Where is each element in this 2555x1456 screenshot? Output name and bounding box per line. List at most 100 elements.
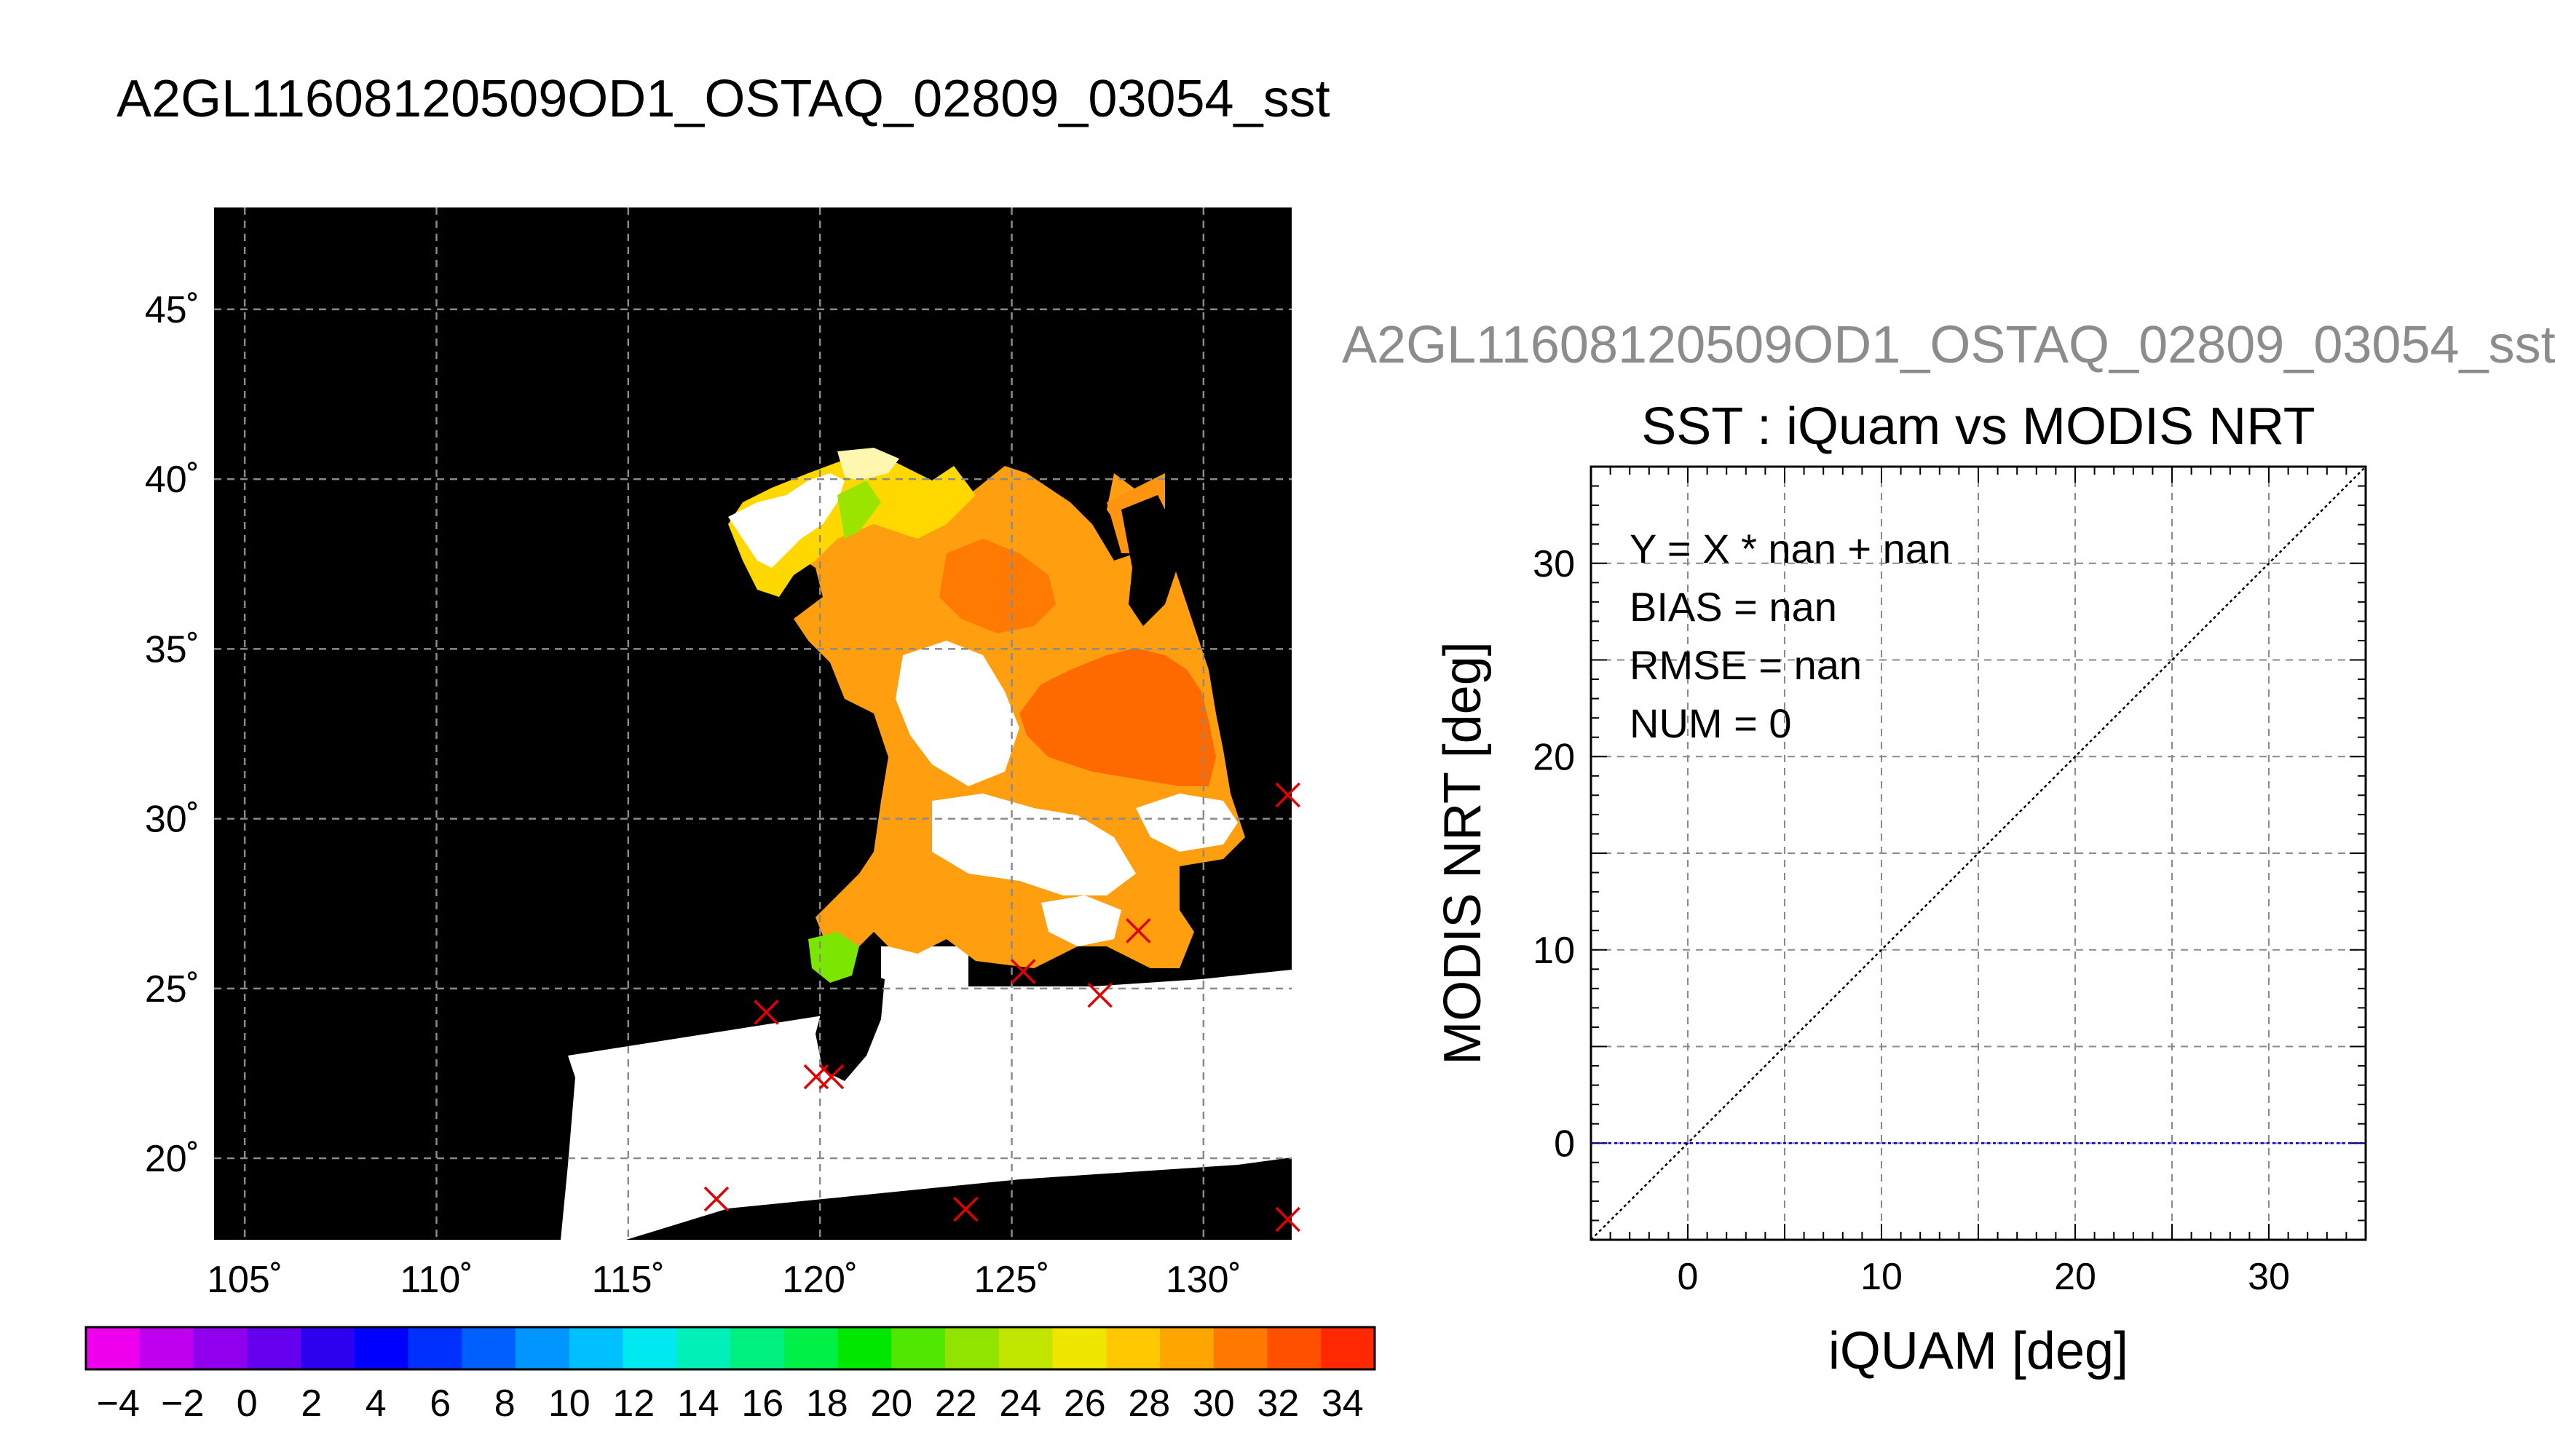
map-panel: 105˚ 110˚ 115˚ 120˚ 125˚ 130˚ 20˚ 25˚ 30˚ 35˚ 40˚ 4… [145, 207, 1300, 1301]
buoy-marker [1087, 982, 1113, 1008]
lat-tick-label: 40˚ [145, 459, 200, 501]
buoy-marker [1126, 918, 1151, 943]
colorbar-tick-label: 26 [1064, 1382, 1106, 1425]
lat-tick-label: 25˚ [145, 968, 200, 1010]
scatter-panel: SST : iQuam vs MODIS NRT 0 10 20 300102030 … [1434, 397, 2367, 1380]
identity-line [1590, 466, 2366, 1241]
colorbar-tick-label: 28 [1128, 1382, 1170, 1425]
lon-tick-label: 130˚ [1166, 1259, 1241, 1301]
scatter-grid [1591, 467, 2366, 1240]
stats-rmse: RMSE = nan [1630, 642, 1862, 688]
colorbar-cell [462, 1327, 516, 1369]
colorbar-cell [623, 1327, 677, 1369]
x-tick-label: 30 [2248, 1256, 2290, 1298]
lon-tick-label: 105˚ [207, 1259, 283, 1301]
land-korea [1121, 495, 1180, 626]
colorbar-cell [301, 1327, 355, 1369]
lon-tick-label: 115˚ [592, 1259, 665, 1301]
sst-region-warm-2 [939, 539, 1056, 633]
colorbar-tick-label: 24 [999, 1382, 1041, 1425]
lon-tick-label: 110˚ [400, 1259, 473, 1301]
sst-region-bohai-cap [837, 448, 899, 480]
colorbar-tick-label: 6 [430, 1382, 451, 1425]
sst-region-green-strip [837, 480, 881, 539]
colorbar-cell [193, 1327, 248, 1369]
x-axis-label: iQUAM [deg] [1828, 1322, 2128, 1380]
colorbar-cells [86, 1327, 1375, 1369]
sst-region-bohai-white [728, 473, 845, 568]
colorbar-cell [1106, 1327, 1161, 1369]
colorbar-cell [891, 1327, 946, 1369]
colorbar-tick-label: 18 [806, 1382, 848, 1425]
x-tick-label: 0 [1678, 1256, 1699, 1298]
sst-green-coast [808, 932, 859, 983]
swath-cloud-area [561, 946, 1292, 1240]
colorbar-tick-label: 0 [237, 1382, 258, 1425]
buoy-marker [1011, 959, 1036, 984]
cloud-patch-4 [1041, 895, 1121, 946]
colorbar-cell [1160, 1327, 1215, 1369]
y-tick-label: 0 [1554, 1123, 1575, 1165]
colorbar-tick-label: 2 [301, 1382, 322, 1425]
map-title: A2GL11608120509OD1_OSTAQ_02809_03054_sst [117, 70, 1330, 128]
y-tick-label: 30 [1533, 543, 1575, 585]
y-tick-label: 20 [1533, 736, 1575, 778]
buoy-marker [754, 1000, 779, 1025]
colorbar-tick-label: 8 [494, 1382, 516, 1425]
y-tick-label: 10 [1533, 930, 1575, 972]
map-markers [703, 782, 1300, 1233]
cloud-patch-2 [932, 794, 1136, 895]
scatter-file-title: A2GL11608120509OD1_OSTAQ_02809_03054_sst [1342, 316, 2555, 374]
buoy-marker [818, 1064, 845, 1090]
colorbar-tick-label: 20 [870, 1382, 912, 1425]
cloud-patch-1 [896, 641, 1019, 786]
colorbar-tick-label: 10 [548, 1382, 591, 1425]
colorbar-cell [945, 1327, 1000, 1369]
stats-num: NUM = 0 [1630, 700, 1792, 746]
colorbar-cell [569, 1327, 624, 1369]
x-tick-label: 10 [1860, 1256, 1903, 1298]
colorbar-cell [1052, 1327, 1107, 1369]
buoy-marker [953, 1196, 979, 1222]
colorbar-tick-label: −4 [97, 1382, 140, 1425]
colorbar-frame [84, 1326, 1376, 1371]
colorbar: −4 −2 0 2 4 6 8 10 12 14 16 18 20 22 24 26 28 30 32 34 [84, 1326, 1376, 1425]
lon-tick-label: 125˚ [974, 1259, 1049, 1301]
colorbar-cell [408, 1327, 462, 1369]
buoy-marker [703, 1186, 730, 1212]
colorbar-cell [86, 1327, 141, 1369]
colorbar-tick-label: 4 [366, 1382, 387, 1425]
colorbar-cell [139, 1327, 194, 1369]
colorbar-labels: −4 −2 0 2 4 6 8 10 12 14 16 18 20 22 24 26 28 30 32 34 [97, 1382, 1364, 1425]
colorbar-tick-label: 32 [1257, 1382, 1299, 1425]
lat-tick-label: 30˚ [145, 799, 200, 841]
colorbar-tick-label: 14 [677, 1382, 719, 1425]
scatter-title: SST : iQuam vs MODIS NRT [1641, 397, 2315, 456]
lat-tick-label: 35˚ [145, 628, 200, 670]
colorbar-cell [247, 1327, 301, 1369]
stats-regression: Y = X * nan + nan [1630, 526, 1951, 571]
sst-region-warm [1019, 648, 1216, 786]
stats-box: Y = X * nan + nan BIAS = nan RMSE = nan … [1630, 526, 1951, 746]
colorbar-cell [730, 1327, 785, 1369]
scatter-tick-labels: 0 10 20 30 0 10 20 30 [1533, 543, 2290, 1298]
colorbar-tick-label: 16 [741, 1382, 783, 1425]
colorbar-tick-label: −2 [161, 1382, 204, 1425]
map-ticks: 105˚ 110˚ 115˚ 120˚ 125˚ 130˚ 20˚ 25˚ 30˚ 35˚ 40˚ 4… [145, 289, 1241, 1301]
colorbar-cell [1213, 1327, 1268, 1369]
lon-tick-label: 120˚ [782, 1259, 858, 1301]
x-tick-label: 20 [2054, 1256, 2096, 1298]
colorbar-cell [1267, 1327, 1322, 1369]
colorbar-tick-label: 12 [612, 1382, 655, 1425]
buoy-marker [1275, 1206, 1300, 1233]
buoy-marker [1275, 782, 1300, 808]
colorbar-cell [783, 1327, 839, 1369]
colorbar-cell [998, 1327, 1054, 1369]
colorbar-cell [1321, 1327, 1375, 1369]
map-grid [214, 207, 1292, 1240]
y-axis-label: MODIS NRT [deg] [1434, 641, 1492, 1065]
stats-bias: BIAS = nan [1630, 584, 1837, 630]
colorbar-cell [354, 1327, 409, 1369]
colorbar-tick-label: 34 [1322, 1382, 1364, 1425]
